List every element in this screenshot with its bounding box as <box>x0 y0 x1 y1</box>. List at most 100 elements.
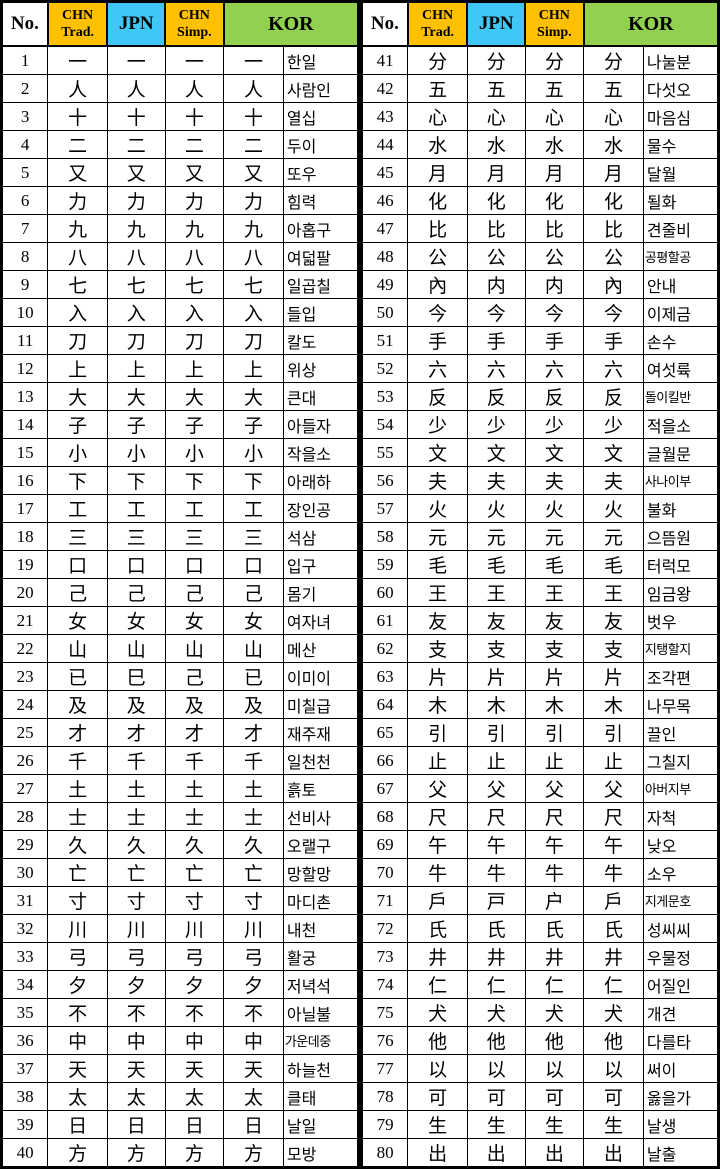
hanja-chn-trad-cell: 手 <box>407 326 468 355</box>
hanja-chn-simp-cell: 以 <box>524 1054 585 1083</box>
hanja-jpn-cell: 上 <box>106 354 166 383</box>
hanja-kor-cell: 八 <box>223 242 284 271</box>
hanja-chn-trad-cell: 已 <box>47 662 108 691</box>
hanja-chn-simp-cell: 心 <box>524 102 585 131</box>
hanja-chn-simp-cell: 己 <box>164 662 225 691</box>
korean-reading-cell: 아닐불 <box>282 998 360 1027</box>
hanja-chn-simp-cell: 火 <box>524 494 585 523</box>
hanja-jpn-cell: 及 <box>106 690 166 719</box>
hanja-chn-trad-cell: 化 <box>407 186 468 215</box>
hanja-chn-trad-cell: 中 <box>47 1026 108 1055</box>
table-row: 56 夫 夫 夫 夫 사나이부 <box>360 466 720 495</box>
table-row: 12 上 上 上 上 위상 <box>0 354 360 383</box>
korean-reading-cell: 물수 <box>642 130 720 159</box>
hanja-kor-cell: 下 <box>223 466 284 495</box>
hanja-jpn-cell: 一 <box>106 45 166 75</box>
hanja-chn-simp-cell: 太 <box>164 1082 225 1111</box>
row-number-cell: 45 <box>360 158 409 187</box>
row-number-cell: 76 <box>360 1026 409 1055</box>
row-number-cell: 80 <box>360 1138 409 1168</box>
hanja-kor-cell: 川 <box>223 914 284 943</box>
hanja-jpn-cell: 才 <box>106 718 166 747</box>
hanja-kor-cell: 士 <box>223 802 284 831</box>
hanja-chn-simp-cell: 尺 <box>524 802 585 831</box>
hanja-jpn-cell: 文 <box>466 438 526 467</box>
hanja-chn-trad-cell: 井 <box>407 942 468 971</box>
hanja-jpn-cell: 止 <box>466 746 526 775</box>
korean-reading-cell: 소우 <box>642 858 720 887</box>
korean-reading-cell: 안내 <box>642 270 720 299</box>
hanja-chn-simp-cell: 可 <box>524 1082 585 1111</box>
korean-reading-cell: 하늘천 <box>282 1054 360 1083</box>
hanja-jpn-cell: 以 <box>466 1054 526 1083</box>
table-row: 20 己 己 己 己 몸기 <box>0 578 360 607</box>
hanja-chn-trad-cell: 己 <box>47 578 108 607</box>
hanja-kor-cell: 久 <box>223 830 284 859</box>
hanja-chn-simp-cell: 力 <box>164 186 225 215</box>
hanja-chn-simp-cell: 及 <box>164 690 225 719</box>
hanja-chn-trad-cell: 天 <box>47 1054 108 1083</box>
header-chn-trad: CHN Trad. <box>46 0 109 47</box>
hanja-kor-cell: 今 <box>583 298 644 327</box>
hanja-jpn-cell: 友 <box>466 606 526 635</box>
hanja-jpn-cell: 九 <box>106 214 166 243</box>
hanja-kor-cell: 戶 <box>583 886 644 915</box>
hanja-chn-trad-cell: 一 <box>47 45 108 75</box>
hanja-jpn-cell: 力 <box>106 186 166 215</box>
hanja-jpn-cell: 公 <box>466 242 526 271</box>
row-number-cell: 57 <box>360 494 409 523</box>
hanja-jpn-cell: 不 <box>106 998 166 1027</box>
hanja-chn-simp-cell: 土 <box>164 774 225 803</box>
hanja-kor-cell: 火 <box>583 494 644 523</box>
hanja-jpn-cell: 口 <box>106 550 166 579</box>
hanja-kor-cell: 女 <box>223 606 284 635</box>
hanja-jpn-cell: 巳 <box>106 662 166 691</box>
table-row: 52 六 六 六 六 여섯륙 <box>360 354 720 383</box>
row-number-cell: 77 <box>360 1054 409 1083</box>
hanja-jpn-cell: 仁 <box>466 970 526 999</box>
hanja-kor-cell: 支 <box>583 634 644 663</box>
table-row: 34 夕 夕 夕 夕 저녁석 <box>0 970 360 999</box>
hanja-chn-trad-cell: 牛 <box>407 858 468 887</box>
row-number-cell: 71 <box>360 886 409 915</box>
hanja-chn-trad-cell: 上 <box>47 354 108 383</box>
table-row: 9 七 七 七 七 일곱칠 <box>0 270 360 299</box>
table-row: 35 不 不 不 不 아닐불 <box>0 998 360 1027</box>
table-row: 11 刀 刀 刀 刀 칼도 <box>0 326 360 355</box>
hanja-jpn-cell: 元 <box>466 522 526 551</box>
row-number-cell: 36 <box>0 1026 49 1055</box>
hanja-kor-cell: 友 <box>583 606 644 635</box>
hanja-jpn-cell: 午 <box>466 830 526 859</box>
hanja-jpn-cell: 人 <box>106 74 166 103</box>
hanja-chn-trad-cell: 人 <box>47 74 108 103</box>
hanja-kor-cell: 不 <box>223 998 284 1027</box>
hanja-chn-simp-cell: 支 <box>524 634 585 663</box>
hanja-chn-trad-cell: 元 <box>407 522 468 551</box>
hanja-jpn-cell: 出 <box>466 1138 526 1168</box>
table-row: 75 犬 犬 犬 犬 개견 <box>360 998 720 1027</box>
hanja-chn-simp-cell: 片 <box>524 662 585 691</box>
hanja-kor-cell: 午 <box>583 830 644 859</box>
table-row: 33 弓 弓 弓 弓 활궁 <box>0 942 360 971</box>
header-no: No. <box>0 0 49 47</box>
korean-reading-cell: 성씨씨 <box>642 914 720 943</box>
hanja-kor-cell: 引 <box>583 718 644 747</box>
hanja-chn-simp-cell: 中 <box>164 1026 225 1055</box>
hanja-kor-cell: 刀 <box>223 326 284 355</box>
hanja-jpn-cell: 久 <box>106 830 166 859</box>
hanja-kor-cell: 已 <box>223 662 284 691</box>
row-number-cell: 42 <box>360 74 409 103</box>
table-row: 17 工 工 工 工 장인공 <box>0 494 360 523</box>
hanja-chn-trad-cell: 毛 <box>407 550 468 579</box>
hanja-jpn-cell: 天 <box>106 1054 166 1083</box>
row-number-cell: 72 <box>360 914 409 943</box>
korean-reading-cell: 아버지부 <box>642 774 720 803</box>
korean-reading-cell: 들입 <box>282 298 360 327</box>
korean-reading-cell: 미칠급 <box>282 690 360 719</box>
table-row: 50 今 今 今 今 이제금 <box>360 298 720 327</box>
korean-reading-cell: 여섯륙 <box>642 354 720 383</box>
table-row: 16 下 下 下 下 아래하 <box>0 466 360 495</box>
hanja-kor-cell: 反 <box>583 382 644 411</box>
hanja-chn-trad-cell: 九 <box>47 214 108 243</box>
korean-reading-cell: 견줄비 <box>642 214 720 243</box>
